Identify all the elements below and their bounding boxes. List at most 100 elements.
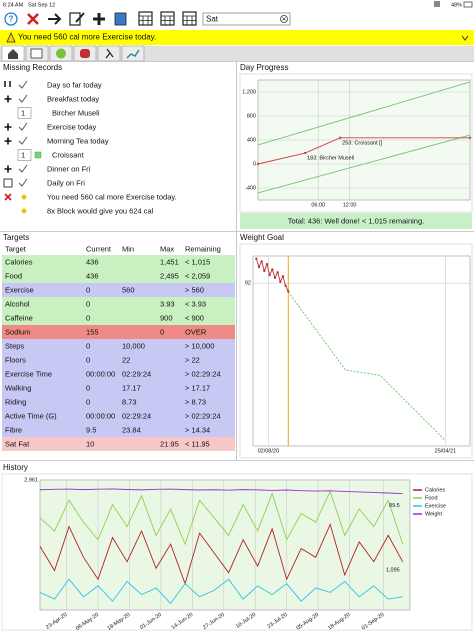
status-time: 6:24 AM bbox=[3, 2, 24, 8]
quantity: 1 bbox=[21, 150, 25, 159]
record-text: You need 560 cal more Exercise today. bbox=[47, 192, 177, 201]
record-text: Daily on Fri bbox=[47, 178, 85, 187]
table-cell: > 10,000 bbox=[185, 341, 214, 350]
table-cell: 1,451 bbox=[160, 257, 179, 266]
table-row bbox=[2, 311, 235, 325]
next-button[interactable] bbox=[48, 13, 62, 25]
calendar-prev-button[interactable] bbox=[138, 11, 153, 26]
record-text: 8x Block would give you 624 cal bbox=[47, 206, 154, 215]
check-icon bbox=[18, 122, 28, 131]
point bbox=[279, 280, 282, 283]
plot-area bbox=[252, 255, 471, 447]
legend-label: Exercise bbox=[425, 503, 446, 509]
table-cell: Calories bbox=[5, 257, 33, 266]
table-cell: Fibre bbox=[5, 425, 22, 434]
search-text: Sat bbox=[206, 15, 219, 24]
x-tick-label: 02/08/20 bbox=[258, 448, 279, 454]
search-field[interactable] bbox=[202, 12, 291, 26]
toolbar: ? Sat bbox=[4, 1, 440, 26]
calendar-next-button[interactable] bbox=[182, 11, 197, 26]
series-line bbox=[39, 490, 404, 546]
record-text: Day so far today bbox=[47, 80, 102, 89]
table-cell: Caffeine bbox=[5, 313, 33, 322]
point bbox=[287, 290, 290, 293]
book-button[interactable] bbox=[114, 12, 127, 26]
record-text: Exercise today bbox=[47, 122, 96, 131]
table-row bbox=[2, 409, 235, 423]
column-header: Remaining bbox=[185, 244, 221, 253]
settings-icon[interactable] bbox=[434, 1, 440, 7]
table-row bbox=[2, 283, 235, 297]
calendar-button[interactable] bbox=[160, 11, 175, 26]
table-row bbox=[2, 353, 235, 367]
table-row bbox=[2, 269, 235, 283]
table-cell: Sodium bbox=[5, 327, 30, 336]
add-button[interactable] bbox=[93, 13, 105, 25]
point bbox=[255, 257, 258, 260]
record-text: Bircher Museli bbox=[52, 108, 100, 117]
charts-icon bbox=[126, 49, 140, 59]
total-bar bbox=[240, 213, 472, 229]
table-cell: < 3.93 bbox=[185, 299, 206, 308]
point bbox=[284, 284, 287, 288]
quantity-field[interactable] bbox=[17, 149, 32, 161]
edit-icon bbox=[3, 178, 13, 188]
legend-label: Food bbox=[425, 495, 438, 501]
panel-title: Day Progress bbox=[240, 63, 288, 72]
point bbox=[268, 273, 271, 277]
content: Day so far today Breakfast today 1 Bircher … bbox=[2, 79, 472, 632]
warning-icon bbox=[4, 81, 11, 87]
series-line bbox=[257, 81, 471, 146]
table-row bbox=[2, 297, 235, 311]
annotation: 253: Croissant [] bbox=[342, 140, 383, 146]
quantity: 1 bbox=[21, 108, 25, 117]
quantity-field[interactable] bbox=[17, 107, 32, 119]
panel-title: History bbox=[3, 463, 28, 472]
table-cell: 00:00:00 bbox=[86, 369, 115, 378]
table-cell: 900 bbox=[160, 313, 173, 322]
check-icon bbox=[18, 94, 28, 103]
help-button[interactable] bbox=[4, 12, 18, 26]
table-cell: 0 bbox=[86, 355, 90, 364]
table-cell: OVER bbox=[185, 327, 207, 336]
point bbox=[281, 275, 285, 278]
table-cell: > 8.73 bbox=[185, 397, 206, 406]
table-cell: Exercise Time bbox=[5, 369, 52, 378]
check-icon bbox=[18, 80, 28, 89]
table-row bbox=[2, 423, 235, 437]
table-cell: < 11.95 bbox=[185, 439, 210, 448]
y-tick-label: -400 bbox=[245, 185, 256, 191]
calendar-grid bbox=[161, 15, 174, 25]
banner-expand[interactable] bbox=[461, 35, 469, 41]
table-cell: > 22 bbox=[185, 355, 200, 364]
exercise-icon bbox=[105, 48, 114, 59]
database-icon bbox=[80, 49, 90, 58]
delete-button[interactable] bbox=[27, 13, 39, 25]
x-tick-label: 25/04/21 bbox=[435, 448, 456, 454]
table-cell: 9.5 bbox=[86, 425, 96, 434]
end-label: 89.5 bbox=[389, 503, 400, 509]
series-line bbox=[39, 578, 403, 605]
record-text: Morning Tea today bbox=[47, 136, 109, 145]
table-cell: > 560 bbox=[185, 285, 204, 294]
point bbox=[260, 260, 263, 263]
table-cell: 21.95 bbox=[160, 439, 179, 448]
table-cell: < 1,015 bbox=[185, 257, 210, 266]
add-icon bbox=[4, 137, 12, 145]
table-cell: 560 bbox=[122, 285, 135, 294]
tab-charts[interactable] bbox=[121, 45, 145, 62]
point bbox=[265, 262, 269, 266]
edit-pen bbox=[75, 12, 85, 23]
home-icon bbox=[8, 49, 18, 59]
end-label: 1,095 bbox=[386, 567, 400, 573]
warning-icon bbox=[6, 32, 16, 43]
table-cell: > 17.17 bbox=[185, 383, 210, 392]
warning-banner bbox=[0, 30, 474, 45]
series-line bbox=[39, 523, 404, 586]
column-header: Target bbox=[5, 244, 27, 253]
calendar-grid bbox=[183, 15, 196, 25]
day-total: Total: 436: Well done! < 1,015 remaining… bbox=[288, 216, 424, 225]
add-icon bbox=[4, 165, 12, 173]
table-cell: Food bbox=[5, 271, 22, 280]
